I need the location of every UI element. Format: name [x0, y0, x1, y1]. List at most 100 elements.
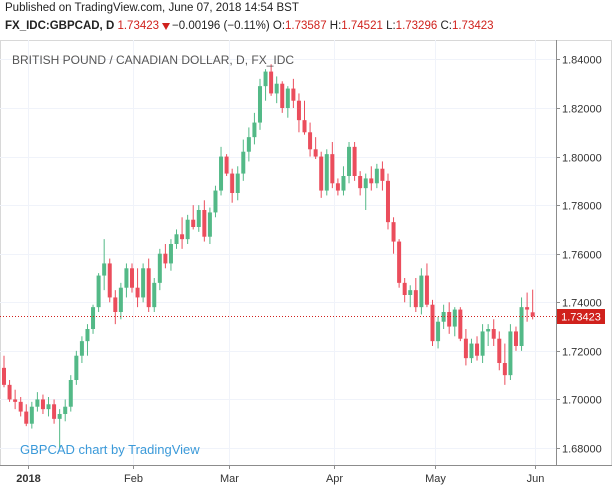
- candle-body: [369, 178, 374, 184]
- close-value: 1.73423: [451, 20, 494, 32]
- candle-body: [452, 309, 457, 327]
- price-axis: 1.84000 1.82000 1.80000 1.78000 1.76000 1.740…: [556, 55, 602, 456]
- candle-body: [107, 263, 112, 298]
- candle-body: [135, 287, 140, 298]
- candle-body: [202, 210, 207, 237]
- y-tick-label: 1.70000: [562, 395, 602, 407]
- candle-body: [269, 71, 274, 94]
- x-tick-label: Feb: [124, 473, 143, 485]
- candle-body: [385, 180, 390, 223]
- candle-body: [191, 219, 196, 227]
- last-price-badge: 1.73423: [557, 309, 605, 324]
- price-change: −0.00196 (−0.11%): [172, 20, 270, 32]
- high-value: 1.74521: [341, 20, 383, 32]
- candle-body: [46, 404, 51, 410]
- published-info: Published on TradingView.com, June 07, 2…: [5, 2, 299, 14]
- candle-body: [430, 304, 435, 342]
- y-tick-label: 1.72000: [562, 347, 602, 359]
- candle-body: [124, 268, 129, 288]
- candle-body: [347, 146, 352, 176]
- candle-body: [257, 86, 262, 123]
- candle-body: [2, 367, 6, 385]
- y-tick-label: 1.78000: [562, 201, 602, 213]
- y-tick-label: 1.76000: [562, 250, 602, 262]
- candle-body: [18, 401, 23, 412]
- candle-body: [252, 122, 257, 138]
- chart-area[interactable]: 1.84000 1.82000 1.80000 1.78000 1.76000 1.740…: [0, 40, 612, 495]
- candle-body: [319, 156, 324, 191]
- candle-body: [441, 312, 446, 322]
- candle-body: [285, 88, 290, 108]
- low-label: L:: [386, 20, 396, 32]
- candle-body: [74, 355, 79, 380]
- candle-body: [358, 176, 363, 189]
- candle-body: [324, 154, 329, 191]
- candles: [2, 64, 535, 448]
- candle-body: [230, 173, 235, 193]
- x-tick-label: Mar: [220, 473, 239, 485]
- candle-body: [513, 331, 518, 346]
- candle-body: [291, 88, 296, 101]
- symbol-label: FX_IDC:GBPCAD, D: [5, 20, 115, 32]
- candle-body: [246, 137, 251, 152]
- candle-body: [458, 309, 463, 339]
- candle-body: [502, 363, 507, 376]
- candle-body: [29, 406, 34, 424]
- y-tick-label: 1.80000: [562, 153, 602, 165]
- candle-body: [146, 268, 151, 308]
- candle-body: [141, 268, 146, 298]
- candle-body: [52, 404, 57, 419]
- y-tick-label: 1.68000: [562, 444, 602, 456]
- candle-body: [241, 151, 246, 174]
- candle-body: [330, 154, 335, 184]
- candle-body: [129, 268, 134, 288]
- candle-body: [302, 120, 307, 133]
- candle-body: [519, 307, 524, 346]
- candle-body: [219, 156, 224, 191]
- candle-body: [308, 132, 313, 150]
- chart-title: BRITISH POUND / CANADIAN DOLLAR, D, FX_I…: [12, 53, 294, 67]
- time-axis: 2018 Feb Mar Apr May Jun: [16, 465, 544, 485]
- y-tick-label: 1.74000: [562, 298, 602, 310]
- x-tick-label: May: [425, 473, 446, 485]
- candle-body: [57, 414, 62, 419]
- candle-body: [113, 297, 118, 312]
- candle-body: [168, 244, 173, 264]
- close-label: C:: [440, 20, 452, 32]
- candle-body: [296, 100, 301, 121]
- candle-body: [408, 290, 413, 295]
- candle-body: [480, 331, 485, 356]
- candle-body: [525, 307, 530, 310]
- candle-body: [96, 275, 101, 308]
- candle-body: [391, 222, 396, 242]
- candle-body: [63, 406, 68, 414]
- candle-body: [530, 312, 535, 317]
- candlestick-chart[interactable]: 1.84000 1.82000 1.80000 1.78000 1.76000 1.740…: [0, 40, 612, 495]
- y-tick-label: 1.84000: [562, 55, 602, 67]
- last-price-badge-label: 1.73423: [561, 312, 601, 324]
- candle-body: [436, 321, 441, 342]
- candle-body: [274, 83, 279, 94]
- candle-body: [380, 168, 385, 181]
- open-label: O:: [272, 20, 286, 32]
- down-arrow-icon: [162, 23, 171, 30]
- candle-body: [235, 173, 240, 193]
- candle-body: [224, 156, 229, 174]
- watermark: GBPCAD chart by TradingView: [20, 442, 200, 457]
- candle-body: [424, 275, 429, 305]
- candle-body: [207, 212, 212, 237]
- candle-body: [447, 312, 452, 327]
- candle-body: [374, 168, 379, 184]
- candle-body: [118, 287, 123, 312]
- candle-body: [508, 331, 513, 376]
- candle-body: [335, 183, 340, 191]
- candle-body: [419, 275, 424, 308]
- low-value: 1.73296: [395, 20, 438, 32]
- candle-body: [85, 329, 90, 342]
- candle-body: [68, 380, 73, 407]
- candle-body: [102, 263, 107, 276]
- quote-line: FX_IDC:GBPCAD, D 1.73423 −0.00196 (−0.11%…: [5, 20, 494, 32]
- candle-body: [341, 176, 346, 191]
- candle-body: [7, 384, 12, 400]
- candle-body: [397, 241, 402, 283]
